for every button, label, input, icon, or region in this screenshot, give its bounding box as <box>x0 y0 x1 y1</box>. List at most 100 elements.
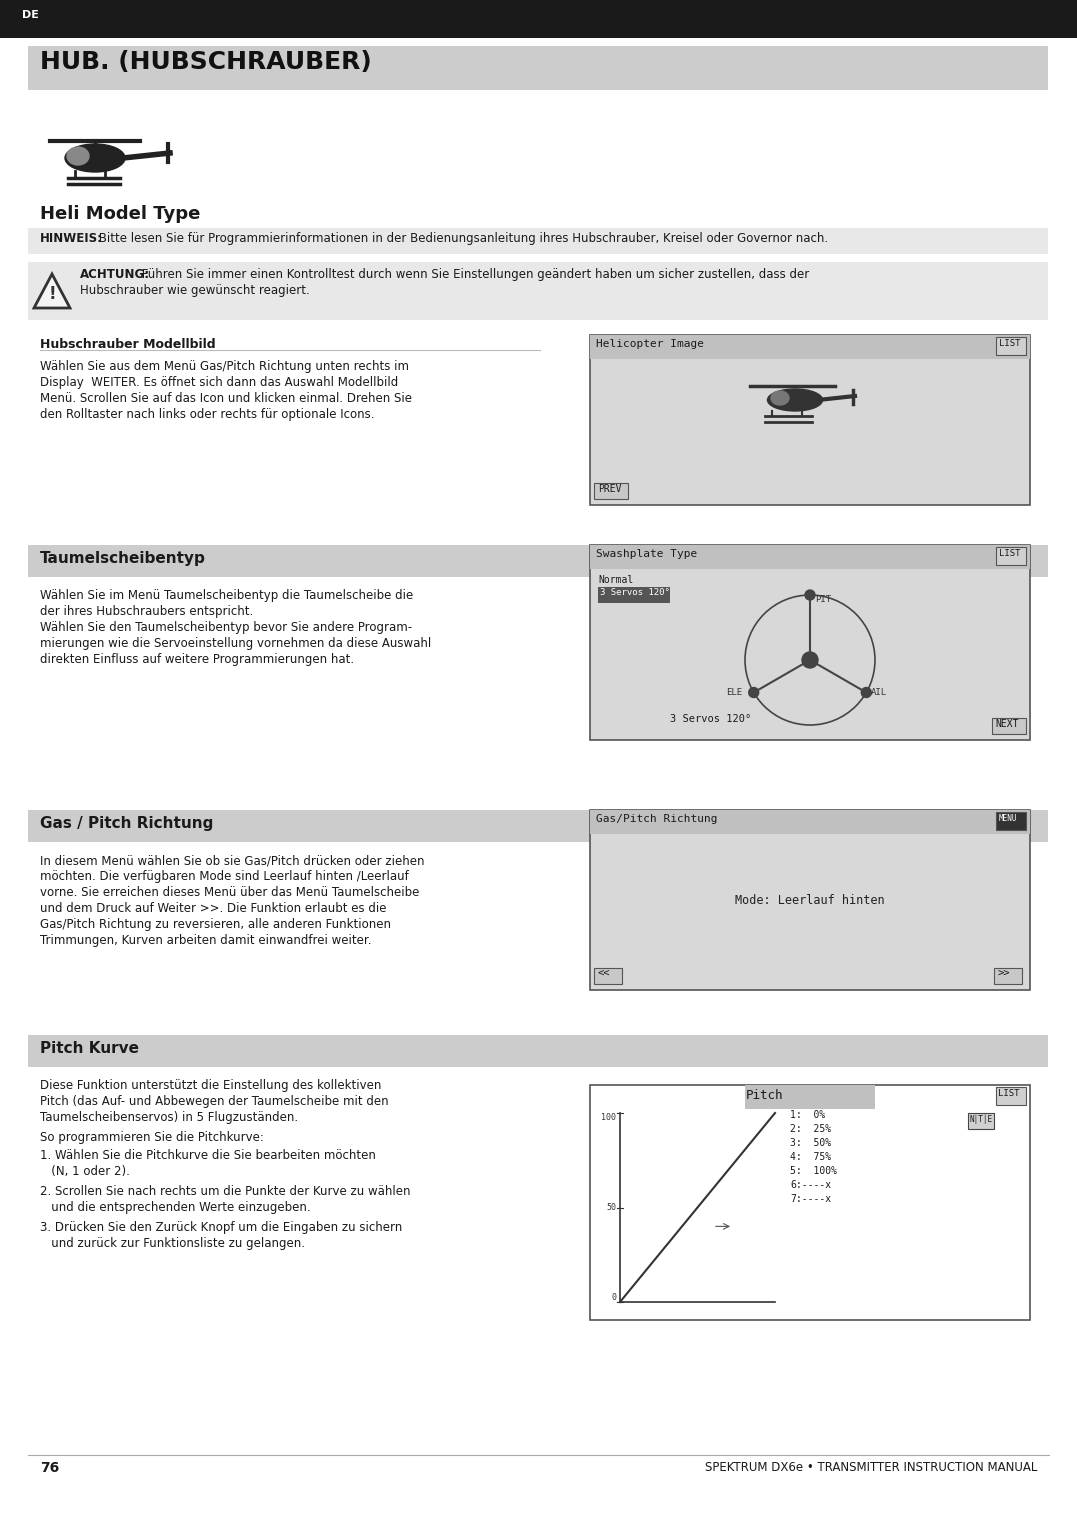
Text: Hubschrauber wie gewünscht reagiert.: Hubschrauber wie gewünscht reagiert. <box>80 285 310 297</box>
Text: 100: 100 <box>601 1113 616 1122</box>
Text: vorne. Sie erreichen dieses Menü über das Menü Taumelscheibe: vorne. Sie erreichen dieses Menü über da… <box>40 886 419 899</box>
Bar <box>996 812 1026 830</box>
Text: MENU: MENU <box>999 815 1018 824</box>
Text: HINWEIS:: HINWEIS: <box>40 232 103 245</box>
Text: 3:  50%: 3: 50% <box>791 1139 831 1148</box>
Bar <box>590 335 1030 359</box>
Bar <box>590 545 1030 569</box>
Text: Normal: Normal <box>598 575 633 584</box>
Bar <box>598 587 670 603</box>
Text: DE: DE <box>22 11 39 20</box>
Text: Gas/Pitch Richtung zu reversieren, alle anderen Funktionen: Gas/Pitch Richtung zu reversieren, alle … <box>40 917 391 931</box>
Text: LIST: LIST <box>999 550 1021 559</box>
Text: Trimmungen, Kurven arbeiten damit einwandfrei weiter.: Trimmungen, Kurven arbeiten damit einwan… <box>40 934 372 946</box>
Text: LIST: LIST <box>999 339 1021 348</box>
Bar <box>590 810 1030 990</box>
Bar <box>994 967 1022 984</box>
Text: ELE: ELE <box>726 687 742 696</box>
Text: 3 Servos 120°: 3 Servos 120° <box>600 587 670 597</box>
Circle shape <box>862 687 871 698</box>
Text: Swashplate Type: Swashplate Type <box>596 550 697 559</box>
Bar <box>0 0 1077 38</box>
Bar <box>28 810 1048 842</box>
Text: SPEKTRUM DX6e • TRANSMITTER INSTRUCTION MANUAL: SPEKTRUM DX6e • TRANSMITTER INSTRUCTION … <box>704 1461 1037 1475</box>
Text: Bitte lesen Sie für Programmierinformationen in der Bedienungsanleitung ihres Hu: Bitte lesen Sie für Programmierinformati… <box>95 232 828 245</box>
Text: 76: 76 <box>40 1461 59 1475</box>
Text: 7:----x: 7:----x <box>791 1195 831 1204</box>
Text: N│T│E: N│T│E <box>970 1114 993 1125</box>
Bar <box>595 967 623 984</box>
Text: direkten Einfluss auf weitere Programmierungen hat.: direkten Einfluss auf weitere Programmie… <box>40 653 354 666</box>
Text: 2. Scrollen Sie nach rechts um die Punkte der Kurve zu wählen: 2. Scrollen Sie nach rechts um die Punkt… <box>40 1185 410 1198</box>
Text: Führen Sie immer einen Kontrolltest durch wenn Sie Einstellungen geändert haben : Führen Sie immer einen Kontrolltest durc… <box>138 268 809 282</box>
Bar <box>590 545 1030 740</box>
Text: Diese Funktion unterstützt die Einstellung des kollektiven: Diese Funktion unterstützt die Einstellu… <box>40 1079 381 1092</box>
Text: möchten. Die verfügbaren Mode sind Leerlauf hinten /Leerlauf: möchten. Die verfügbaren Mode sind Leerl… <box>40 871 409 883</box>
Circle shape <box>805 590 815 600</box>
Bar <box>28 545 1048 577</box>
Text: PREV: PREV <box>598 484 621 494</box>
Text: Hubschrauber Modellbild: Hubschrauber Modellbild <box>40 338 215 351</box>
Text: Taumelscheibenservos) in 5 Flugzuständen.: Taumelscheibenservos) in 5 Flugzuständen… <box>40 1111 298 1123</box>
Text: Helicopter Image: Helicopter Image <box>596 339 704 350</box>
Text: und die entsprechenden Werte einzugeben.: und die entsprechenden Werte einzugeben. <box>40 1201 310 1214</box>
Text: Wählen Sie den Taumelscheibentyp bevor Sie andere Program-: Wählen Sie den Taumelscheibentyp bevor S… <box>40 621 412 634</box>
Bar <box>28 262 1048 319</box>
Bar <box>992 718 1026 734</box>
Text: 3 Servos 120°: 3 Servos 120° <box>670 715 752 724</box>
Text: 3. Drücken Sie den Zurück Knopf um die Eingaben zu sichern: 3. Drücken Sie den Zurück Knopf um die E… <box>40 1220 402 1234</box>
Text: 6:----x: 6:----x <box>791 1179 831 1190</box>
Text: und zurück zur Funktionsliste zu gelangen.: und zurück zur Funktionsliste zu gelange… <box>40 1237 305 1251</box>
Text: HUB. (HUBSCHRAUBER): HUB. (HUBSCHRAUBER) <box>40 50 372 74</box>
Polygon shape <box>34 274 70 307</box>
Ellipse shape <box>65 144 125 173</box>
Text: >>: >> <box>998 969 1010 980</box>
Bar <box>590 335 1030 506</box>
Text: LIST: LIST <box>998 1089 1020 1098</box>
Text: Mode: Leerlauf hinten: Mode: Leerlauf hinten <box>736 893 885 907</box>
Text: AIL: AIL <box>871 687 887 696</box>
Ellipse shape <box>67 147 89 165</box>
Bar <box>996 1087 1026 1105</box>
Text: 1. Wählen Sie die Pitchkurve die Sie bearbeiten möchten: 1. Wählen Sie die Pitchkurve die Sie bea… <box>40 1149 376 1163</box>
Text: Gas/Pitch Richtung: Gas/Pitch Richtung <box>596 815 717 824</box>
Circle shape <box>749 687 758 698</box>
Text: PIT: PIT <box>815 595 831 604</box>
Text: Heli Model Type: Heli Model Type <box>40 204 200 223</box>
Text: 1:  0%: 1: 0% <box>791 1110 825 1120</box>
Text: mierungen wie die Servoeinstellung vornehmen da diese Auswahl: mierungen wie die Servoeinstellung vorne… <box>40 637 431 650</box>
Bar <box>590 1086 1030 1320</box>
Text: Pitch (das Auf- und Abbewegen der Taumelscheibe mit den: Pitch (das Auf- und Abbewegen der Taumel… <box>40 1095 389 1108</box>
Ellipse shape <box>768 389 823 410</box>
Text: 50: 50 <box>606 1204 616 1213</box>
Text: 4:  75%: 4: 75% <box>791 1152 831 1163</box>
Bar <box>996 338 1026 354</box>
Text: !: ! <box>48 285 56 303</box>
Text: 2:  25%: 2: 25% <box>791 1123 831 1134</box>
Text: der ihres Hubschraubers entspricht.: der ihres Hubschraubers entspricht. <box>40 606 253 618</box>
Text: Wählen Sie aus dem Menü Gas/Pitch Richtung unten rechts im: Wählen Sie aus dem Menü Gas/Pitch Richtu… <box>40 360 409 372</box>
Text: Wählen Sie im Menü Taumelscheibentyp die Taumelscheibe die: Wählen Sie im Menü Taumelscheibentyp die… <box>40 589 414 603</box>
Text: Pitch Kurve: Pitch Kurve <box>40 1042 139 1055</box>
Text: In diesem Menü wählen Sie ob sie Gas/Pitch drücken oder ziehen: In diesem Menü wählen Sie ob sie Gas/Pit… <box>40 854 424 868</box>
Bar <box>595 483 628 500</box>
Text: Menü. Scrollen Sie auf das Icon und klicken einmal. Drehen Sie: Menü. Scrollen Sie auf das Icon und klic… <box>40 392 412 406</box>
Text: ACHTUNG:: ACHTUNG: <box>80 268 150 282</box>
Bar <box>28 45 1048 89</box>
Text: Display  WEITER. Es öffnet sich dann das Auswahl Modellbild: Display WEITER. Es öffnet sich dann das … <box>40 375 398 389</box>
Text: und dem Druck auf Weiter >>. Die Funktion erlaubt es die: und dem Druck auf Weiter >>. Die Funktio… <box>40 902 387 914</box>
Text: 0: 0 <box>611 1293 616 1302</box>
Bar <box>28 1036 1048 1067</box>
Circle shape <box>802 653 819 668</box>
Bar <box>968 1113 994 1129</box>
Ellipse shape <box>771 391 789 406</box>
Bar <box>996 547 1026 565</box>
Text: <<: << <box>598 969 611 980</box>
Text: NEXT: NEXT <box>995 719 1019 730</box>
Bar <box>28 229 1048 254</box>
Text: Gas / Pitch Richtung: Gas / Pitch Richtung <box>40 816 213 831</box>
Text: den Rolltaster nach links oder rechts für optionale Icons.: den Rolltaster nach links oder rechts fü… <box>40 407 375 421</box>
Text: Pitch: Pitch <box>746 1089 783 1102</box>
Text: Taumelscheibentyp: Taumelscheibentyp <box>40 551 206 566</box>
Bar <box>745 1086 875 1108</box>
